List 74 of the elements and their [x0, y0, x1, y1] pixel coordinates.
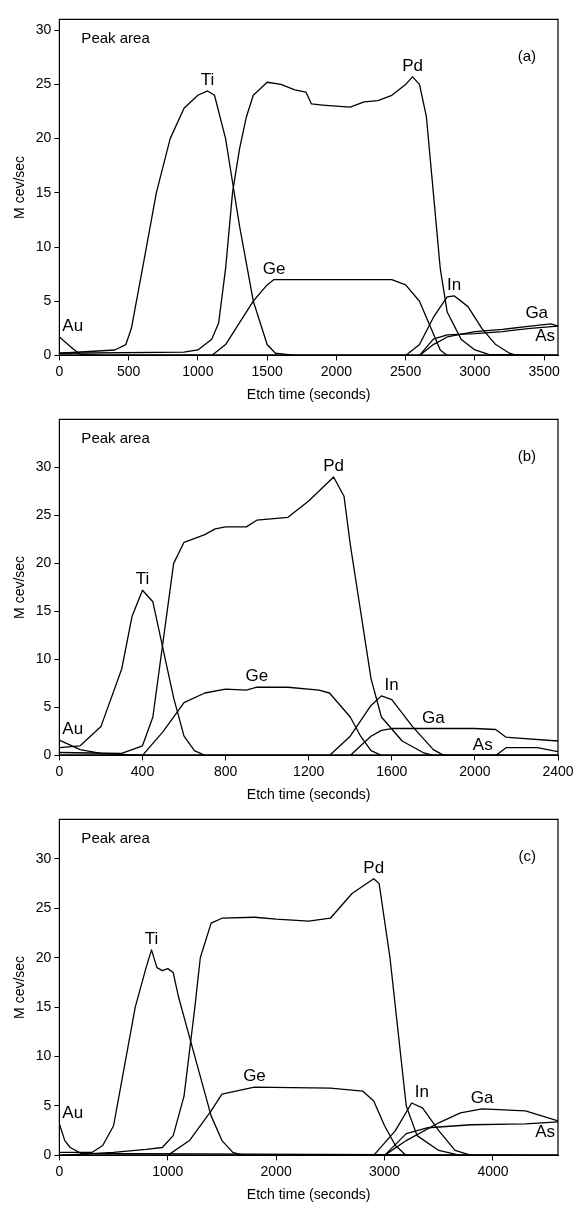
x-tick-label: 0: [55, 1162, 64, 1179]
x-tick-label: 2400: [542, 762, 574, 779]
annotation: Peak area: [81, 829, 151, 847]
y-tick-label: 15: [35, 183, 52, 200]
x-tick-label: 3000: [368, 1162, 401, 1179]
series-label: Ge: [243, 1066, 266, 1086]
x-tick-label: 1000: [152, 1162, 184, 1179]
x-tick-label: 4000: [477, 1162, 509, 1179]
y-axis-title: M cev/sec: [11, 555, 28, 619]
y-tick-label: 5: [43, 1096, 52, 1113]
y-tick-label: 20: [35, 129, 52, 146]
text: (a): [517, 47, 536, 65]
y-tick-label: 15: [35, 602, 52, 619]
x-tick-label: 1500: [251, 362, 283, 379]
x-tick-label: 1200: [293, 762, 325, 779]
series-label: Ti: [200, 70, 215, 90]
y-tick-label: 30: [35, 458, 52, 475]
x-axis-title: Etch time (seconds): [246, 1186, 371, 1203]
series-label: Au: [62, 719, 84, 739]
series-label: Ga: [525, 303, 549, 323]
x-tick-label: 1600: [376, 762, 408, 779]
series-label: As: [535, 1121, 555, 1141]
x-tick-label: 400: [130, 762, 155, 779]
series-label: Ti: [144, 929, 159, 949]
y-tick-label: 0: [43, 746, 52, 763]
series-label: Ge: [245, 666, 269, 686]
y-tick-label: 15: [35, 998, 52, 1015]
series-label: Pd: [363, 857, 385, 877]
series-label: As: [535, 326, 555, 346]
x-tick-label: 1000: [182, 362, 214, 379]
y-tick-label: 10: [35, 237, 52, 254]
text: (b): [517, 447, 536, 465]
x-axis-title: Etch time (seconds): [246, 786, 371, 803]
series-label: Au: [62, 316, 84, 336]
x-tick-label: 800: [213, 762, 238, 779]
y-tick-label: 5: [43, 698, 52, 715]
text: (c): [518, 847, 536, 865]
series-label: Pd: [323, 456, 345, 476]
series-label: In: [384, 675, 399, 695]
series-label: Pd: [402, 56, 423, 76]
x-axis-title: Etch time (seconds): [246, 386, 371, 403]
y-axis-title: M cev/sec: [11, 155, 28, 219]
series-label: As: [472, 734, 493, 754]
y-tick-label: 25: [35, 506, 52, 523]
series-label: Ga: [470, 1088, 495, 1108]
y-tick-label: 30: [35, 849, 52, 866]
y-tick-label: 25: [35, 75, 52, 92]
x-tick-label: 0: [55, 762, 64, 779]
series-label: Ga: [422, 707, 446, 727]
y-tick-label: 20: [35, 554, 52, 571]
y-tick-label: 0: [43, 346, 52, 363]
y-tick-label: 20: [35, 948, 52, 965]
y-tick-label: 0: [43, 1146, 52, 1163]
annotation: Peak area: [81, 429, 151, 447]
y-tick-label: 10: [35, 1047, 52, 1064]
y-tick-label: 30: [35, 21, 52, 38]
y-axis-title: M cev/sec: [11, 955, 28, 1019]
x-tick-label: 2000: [320, 362, 353, 379]
series-label: Au: [62, 1102, 84, 1122]
x-tick-label: 0: [55, 362, 64, 379]
series-label: In: [414, 1082, 429, 1102]
annotation: Peak area: [81, 29, 151, 47]
x-tick-label: 2000: [260, 1162, 292, 1179]
y-tick-label: 10: [35, 650, 52, 667]
x-tick-label: 2500: [390, 362, 422, 379]
x-tick-label: 2000: [459, 762, 491, 779]
x-tick-label: 3000: [459, 362, 491, 379]
y-tick-label: 25: [35, 899, 52, 916]
y-tick-label: 5: [43, 292, 52, 309]
x-tick-label: 3500: [528, 362, 560, 379]
x-tick-label: 500: [116, 362, 141, 379]
series-label: Ge: [262, 258, 286, 278]
series-label: In: [447, 274, 462, 294]
series-label: Ti: [135, 569, 150, 589]
